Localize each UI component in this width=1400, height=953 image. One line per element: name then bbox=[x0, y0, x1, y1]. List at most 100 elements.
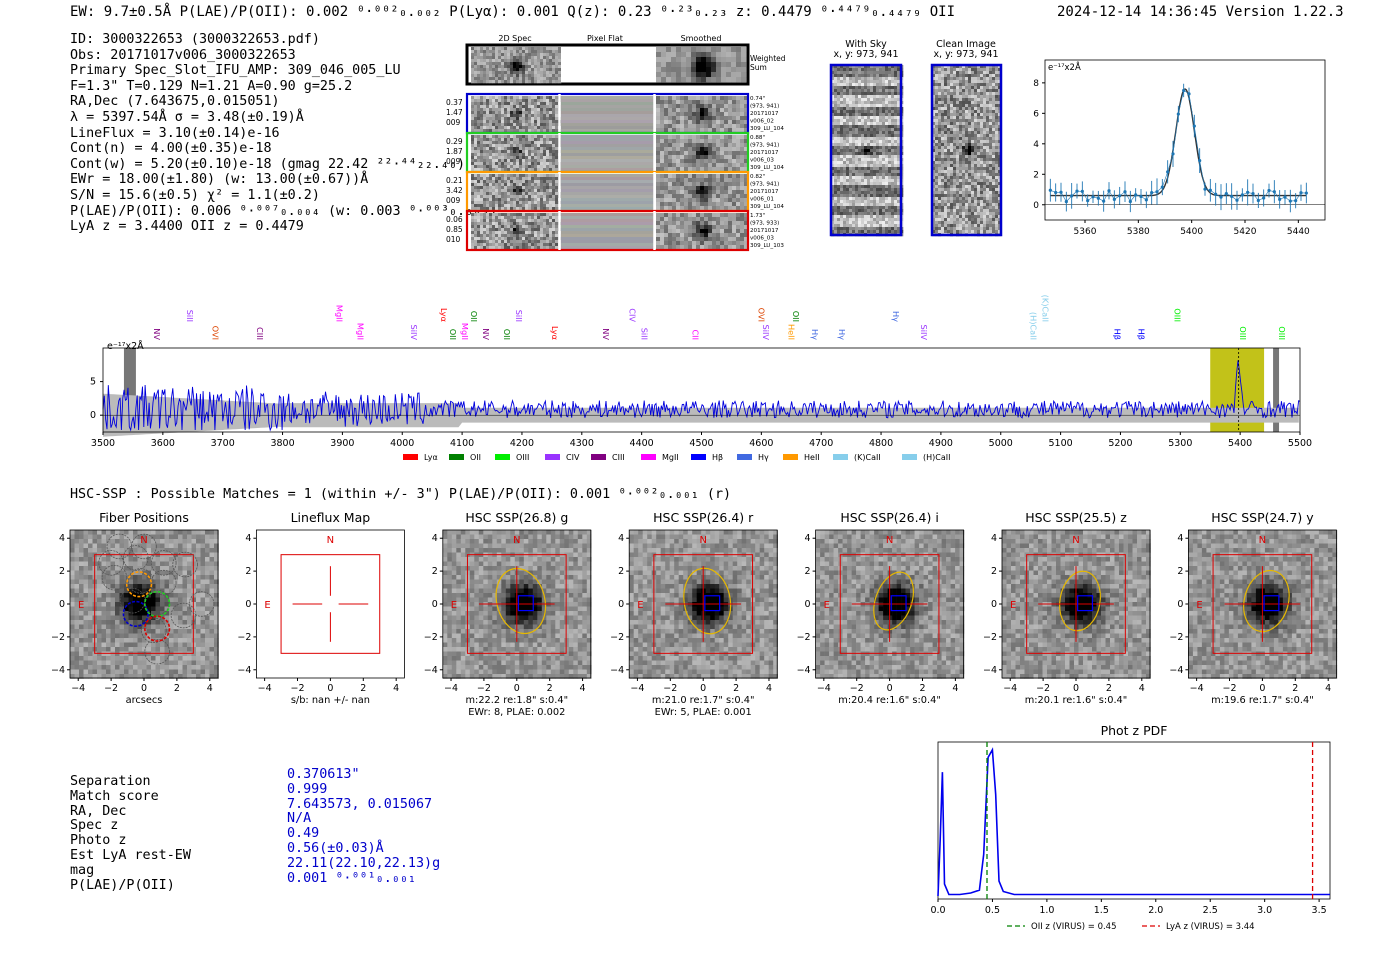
pixel bbox=[495, 117, 499, 121]
pixel bbox=[546, 201, 550, 205]
pixel bbox=[492, 174, 496, 178]
pixel bbox=[525, 102, 529, 106]
pixel bbox=[882, 146, 886, 150]
pixel bbox=[941, 122, 945, 126]
pixel bbox=[870, 146, 874, 150]
pixel bbox=[540, 126, 544, 130]
pixel bbox=[935, 215, 939, 219]
pixel bbox=[947, 176, 951, 180]
pixel bbox=[528, 123, 532, 127]
pixel bbox=[876, 152, 880, 156]
pixel bbox=[489, 198, 493, 202]
pixel bbox=[510, 56, 514, 60]
pixel bbox=[867, 224, 871, 228]
pixel bbox=[959, 65, 963, 69]
pixel bbox=[858, 89, 862, 93]
pixel bbox=[486, 111, 490, 115]
pixel bbox=[956, 80, 960, 84]
pixel bbox=[519, 195, 523, 199]
pixel bbox=[897, 230, 901, 234]
row-left-label: 0.21 bbox=[446, 176, 463, 185]
pixel bbox=[849, 152, 853, 156]
pixel bbox=[549, 150, 553, 154]
pixel bbox=[885, 155, 889, 159]
pixel bbox=[867, 149, 871, 153]
pixel bbox=[531, 138, 535, 142]
pixel bbox=[552, 162, 556, 166]
pixel bbox=[888, 155, 892, 159]
pixel bbox=[849, 212, 853, 216]
pixel bbox=[897, 92, 901, 96]
pixel bbox=[486, 228, 490, 232]
pixel bbox=[965, 104, 969, 108]
pixel bbox=[959, 185, 963, 189]
pixel bbox=[716, 151, 721, 156]
pixel bbox=[888, 188, 892, 192]
pixel bbox=[885, 197, 889, 201]
pixel bbox=[483, 150, 487, 154]
pixel bbox=[477, 114, 481, 118]
pixel bbox=[519, 168, 523, 172]
pixel bbox=[706, 77, 712, 83]
pixel bbox=[668, 120, 673, 125]
pixel bbox=[876, 176, 880, 180]
pixel bbox=[688, 213, 693, 218]
pixel bbox=[522, 180, 526, 184]
pixel bbox=[716, 77, 722, 83]
pixel bbox=[950, 203, 954, 207]
pixel bbox=[882, 113, 886, 117]
pixel bbox=[513, 219, 517, 223]
pixel bbox=[546, 165, 550, 169]
pixel bbox=[537, 56, 541, 60]
pixel bbox=[891, 155, 895, 159]
pixel bbox=[525, 53, 529, 57]
pixel bbox=[471, 216, 475, 220]
pixel bbox=[680, 198, 685, 203]
pixel bbox=[897, 173, 901, 177]
pixel bbox=[858, 182, 862, 186]
pixel bbox=[962, 185, 966, 189]
pixel bbox=[965, 164, 969, 168]
pixel bbox=[489, 165, 493, 169]
pixel bbox=[891, 164, 895, 168]
pixel bbox=[959, 200, 963, 204]
pixel bbox=[879, 140, 883, 144]
pixel bbox=[840, 215, 844, 219]
pixel bbox=[953, 221, 957, 225]
pixel bbox=[732, 225, 737, 230]
pixel bbox=[873, 191, 877, 195]
pixel bbox=[846, 86, 850, 90]
pixel bbox=[870, 194, 874, 198]
pixel bbox=[528, 165, 532, 169]
pixel bbox=[867, 179, 871, 183]
pixel bbox=[897, 167, 901, 171]
pixel bbox=[498, 159, 502, 163]
pixel bbox=[959, 209, 963, 213]
pixel bbox=[519, 102, 523, 106]
pixel bbox=[537, 62, 541, 66]
pixel bbox=[968, 143, 972, 147]
pixel bbox=[721, 52, 727, 58]
pixel bbox=[944, 182, 948, 186]
pixel bbox=[950, 182, 954, 186]
pixel bbox=[837, 149, 841, 153]
pixel bbox=[474, 213, 478, 217]
pixel bbox=[843, 164, 847, 168]
pixel bbox=[861, 137, 865, 141]
pixel bbox=[507, 201, 511, 205]
pixel bbox=[897, 179, 901, 183]
pixel bbox=[522, 246, 526, 250]
pixel bbox=[876, 218, 880, 222]
pixel bbox=[870, 131, 874, 135]
pixel bbox=[656, 57, 662, 63]
pixel bbox=[849, 200, 853, 204]
pixel bbox=[852, 215, 856, 219]
pixel bbox=[528, 174, 532, 178]
pixel bbox=[684, 100, 689, 105]
pixel bbox=[543, 56, 547, 60]
pixel bbox=[740, 186, 745, 191]
pixel bbox=[483, 102, 487, 106]
pixel bbox=[947, 86, 951, 90]
pixel bbox=[720, 96, 725, 101]
pixel bbox=[962, 65, 966, 69]
